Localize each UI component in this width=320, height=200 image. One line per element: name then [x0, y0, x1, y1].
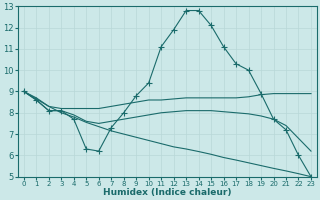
X-axis label: Humidex (Indice chaleur): Humidex (Indice chaleur): [103, 188, 232, 197]
